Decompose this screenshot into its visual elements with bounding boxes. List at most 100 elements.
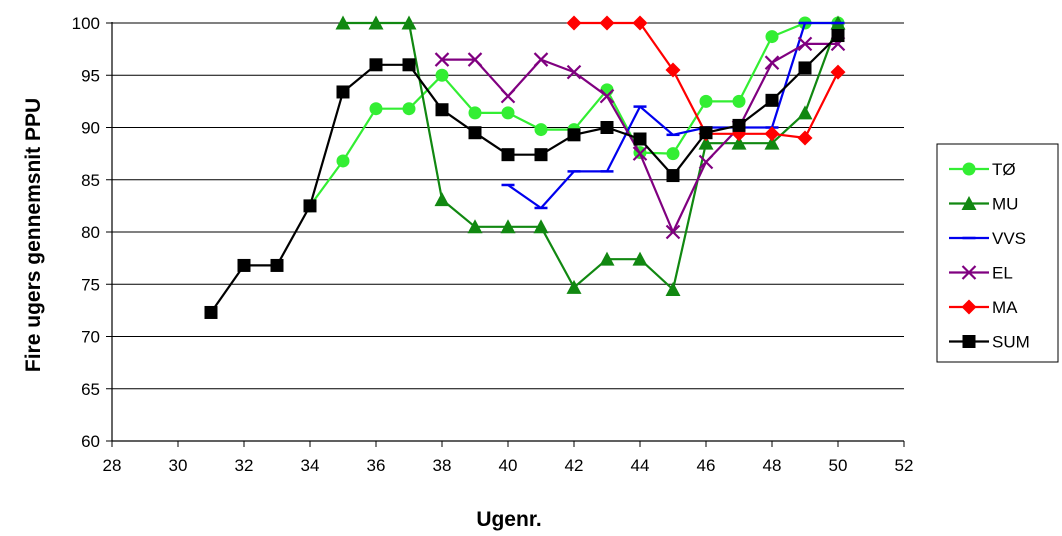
axes [106, 22, 905, 447]
data-point-sum [402, 58, 416, 72]
data-point-sum [633, 132, 647, 146]
data-point-sum [501, 148, 515, 162]
data-point-t [666, 147, 680, 161]
data-point-el [698, 154, 714, 170]
y-axis-title: Fire ugers gennemsnit PPU [22, 98, 45, 372]
data-point-mu [467, 219, 483, 234]
data-point-mu [632, 251, 648, 266]
x-tick-label: 40 [499, 456, 518, 475]
x-tick-label: 46 [697, 456, 716, 475]
data-point-sum [204, 305, 218, 319]
legend-label-vvs: VVS [992, 229, 1026, 248]
x-tick-label: 48 [763, 456, 782, 475]
series-line-mu [343, 21, 840, 291]
data-point-t [534, 123, 548, 137]
data-point-t [336, 154, 350, 168]
data-point-t [732, 94, 746, 108]
data-point-el [467, 52, 483, 67]
series-group [204, 15, 846, 319]
data-point-el [434, 52, 450, 67]
data-point-sum [303, 199, 317, 213]
x-tick-label: 32 [235, 456, 254, 475]
data-point-sum [600, 121, 614, 134]
data-point-ma [665, 62, 681, 78]
data-point-mu [665, 281, 681, 296]
data-point-el [764, 55, 780, 70]
legend-marker-mu [961, 196, 977, 210]
data-point-mu [500, 219, 516, 234]
data-point-sum [237, 258, 251, 272]
data-point-mu [797, 105, 813, 120]
legend-marker-ma [961, 299, 977, 315]
y-tick-label: 65 [81, 380, 100, 399]
y-tick-label: 100 [72, 14, 100, 33]
x-tick-label: 44 [631, 456, 650, 475]
data-point-t [468, 106, 482, 120]
series-el [434, 36, 846, 240]
y-tick-label: 60 [81, 432, 100, 451]
data-point-sum [567, 128, 581, 142]
data-point-t [600, 83, 614, 97]
x-tick-label: 34 [301, 456, 320, 475]
data-point-mu [698, 135, 714, 150]
data-point-sum [468, 126, 482, 140]
data-point-el [599, 88, 615, 104]
data-point-sum [666, 169, 680, 183]
data-point-t [765, 30, 779, 44]
data-point-ma [797, 130, 813, 146]
series-mu [335, 15, 846, 296]
data-point-mu [401, 15, 417, 30]
data-point-t [501, 106, 515, 120]
data-point-mu [335, 15, 351, 30]
data-point-mu [566, 279, 582, 294]
data-point-ma [632, 15, 648, 31]
data-point-mu [764, 135, 780, 150]
data-point-t [369, 102, 383, 116]
data-point-el [665, 224, 681, 240]
legend-label-ma: MA [992, 298, 1018, 317]
y-tick-label: 75 [81, 275, 100, 294]
data-point-el [566, 64, 582, 80]
data-point-sum [270, 258, 284, 272]
legend-marker-sum [962, 335, 976, 348]
legend-box [936, 143, 1059, 363]
x-tick-label: 30 [169, 456, 188, 475]
series-vvs [501, 21, 845, 210]
data-point-sum [765, 93, 779, 107]
legend-label-el: EL [992, 264, 1013, 283]
x-tick-label: 52 [895, 456, 914, 475]
x-tick-label: 50 [829, 456, 848, 475]
y-tick-label: 70 [81, 328, 100, 347]
y-tick-label: 85 [81, 171, 100, 190]
data-point-ma [566, 15, 582, 31]
legend-label-sum: SUM [992, 333, 1030, 352]
data-point-t [402, 102, 416, 116]
data-point-sum [732, 118, 746, 132]
data-point-mu [434, 192, 450, 207]
legend: TØ MU VVS EL MA SUM [936, 143, 1059, 363]
legend-marker-el [961, 265, 977, 280]
data-point-el [500, 88, 516, 104]
data-point-ma [830, 64, 846, 80]
y-tick-label: 95 [81, 66, 100, 85]
data-point-sum [534, 148, 548, 162]
y-tick-label: 80 [81, 223, 100, 242]
legend-label-t: TØ [992, 160, 1016, 179]
series-t [303, 16, 845, 213]
gridlines [112, 22, 904, 390]
data-point-el [533, 52, 549, 67]
legend-label-mu: MU [992, 195, 1018, 214]
series-sum [204, 29, 845, 319]
data-point-t [435, 68, 449, 82]
data-point-el [797, 36, 813, 52]
x-tick-label: 42 [565, 456, 584, 475]
data-point-sum [798, 61, 812, 75]
data-point-sum [435, 103, 449, 117]
data-point-t [699, 94, 713, 108]
x-tick-labels: 28 30 32 34 36 38 40 42 44 46 48 50 52 [103, 456, 914, 475]
x-axis-title: Ugenr. [476, 508, 541, 531]
data-point-sum [369, 58, 383, 72]
data-point-sum [699, 126, 713, 140]
data-point-mu [731, 135, 747, 150]
series-line-ma [574, 21, 839, 139]
